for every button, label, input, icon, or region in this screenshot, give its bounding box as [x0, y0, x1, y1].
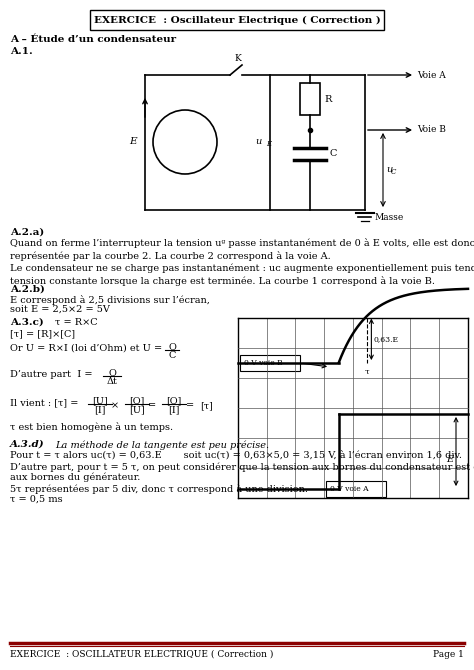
Text: C: C [168, 351, 176, 360]
Text: soit E = 2,5×2 = 5V: soit E = 2,5×2 = 5V [10, 305, 110, 314]
Text: C: C [330, 149, 337, 159]
Text: E: E [129, 137, 137, 147]
FancyBboxPatch shape [240, 355, 300, 371]
Text: τ = 0,5 ms: τ = 0,5 ms [10, 495, 63, 504]
Text: τ est bien homogène à un temps.: τ est bien homogène à un temps. [10, 422, 173, 432]
Text: A.2.a): A.2.a) [10, 228, 44, 237]
Text: [I]: [I] [94, 405, 106, 414]
Text: R: R [324, 94, 331, 103]
Bar [90, 10, 384, 30]
Text: La méthode de la tangente est peu précise.: La méthode de la tangente est peu précis… [55, 440, 269, 450]
Text: =: = [148, 401, 156, 410]
Text: Il vient : [τ] =: Il vient : [τ] = [10, 398, 82, 407]
Text: A – Étude d’un condensateur: A – Étude d’un condensateur [10, 35, 176, 44]
Text: Voie A: Voie A [417, 70, 446, 80]
Text: D’autre part  I =: D’autre part I = [10, 370, 96, 379]
Text: [Q]: [Q] [166, 396, 182, 405]
Text: 5τ représentées par 5 div, donc τ correspond à une division.: 5τ représentées par 5 div, donc τ corres… [10, 484, 308, 494]
Text: 0 V voie B: 0 V voie B [244, 359, 283, 367]
Text: Q: Q [168, 342, 176, 351]
Text: K: K [235, 54, 241, 63]
Text: Voie B: Voie B [417, 125, 446, 135]
Text: [I]: [I] [168, 405, 180, 414]
Text: A.3.d): A.3.d) [10, 440, 45, 449]
FancyBboxPatch shape [326, 481, 386, 497]
Text: aux bornes du générateur.: aux bornes du générateur. [10, 473, 140, 482]
Text: E correspond à 2,5 divisions sur l’écran,: E correspond à 2,5 divisions sur l’écran… [10, 295, 210, 305]
Text: Or U = R×I (loi d’Ohm) et U =: Or U = R×I (loi d’Ohm) et U = [10, 344, 165, 353]
Text: EXERCICE  : Oscillateur Electrique ( Correction ): EXERCICE : Oscillateur Electrique ( Corr… [94, 15, 380, 25]
Text: Pour t = τ alors uᴄ(τ) = 0,63.E       soit uᴄ(τ) = 0,63×5,0 = 3,15 V, à l’écran : Pour t = τ alors uᴄ(τ) = 0,63.E soit uᴄ(… [10, 451, 462, 460]
Text: τ = R×C: τ = R×C [55, 318, 98, 327]
Text: [Q]: [Q] [129, 396, 145, 405]
Text: =: = [186, 401, 194, 410]
Text: 0 V voie A: 0 V voie A [330, 485, 369, 493]
Text: 0,63.E: 0,63.E [374, 335, 398, 343]
Text: Masse: Masse [375, 214, 404, 222]
Text: Page 1: Page 1 [433, 650, 464, 659]
Text: [U]: [U] [129, 405, 145, 414]
Text: A.3.c): A.3.c) [10, 318, 44, 327]
Text: A.1.: A.1. [10, 47, 33, 56]
Text: E: E [266, 140, 271, 148]
Bar [300, 83, 320, 115]
Text: [U]: [U] [92, 396, 108, 405]
Text: E: E [447, 454, 454, 464]
Text: [τ]: [τ] [200, 401, 213, 410]
Text: C: C [391, 168, 396, 176]
Text: u: u [256, 137, 262, 147]
Text: Δt: Δt [107, 377, 118, 386]
Text: Quand on ferme l’interrupteur la tension uᵍ passe instantanément de 0 à E volts,: Quand on ferme l’interrupteur la tension… [10, 238, 474, 286]
Text: Q: Q [108, 368, 116, 377]
Text: EXERCICE  : OSCILLATEUR ELECTRIQUE ( Correction ): EXERCICE : OSCILLATEUR ELECTRIQUE ( Corr… [10, 650, 273, 659]
Text: [τ] = [R]×[C]: [τ] = [R]×[C] [10, 329, 75, 338]
Text: ×: × [111, 401, 119, 410]
Text: A.2.b): A.2.b) [10, 285, 45, 294]
Text: u: u [386, 165, 392, 174]
Text: τ: τ [365, 368, 370, 376]
Text: D’autre part, pour t = 5 τ, on peut considérer que la tension aux bornes du cond: D’autre part, pour t = 5 τ, on peut cons… [10, 462, 474, 472]
